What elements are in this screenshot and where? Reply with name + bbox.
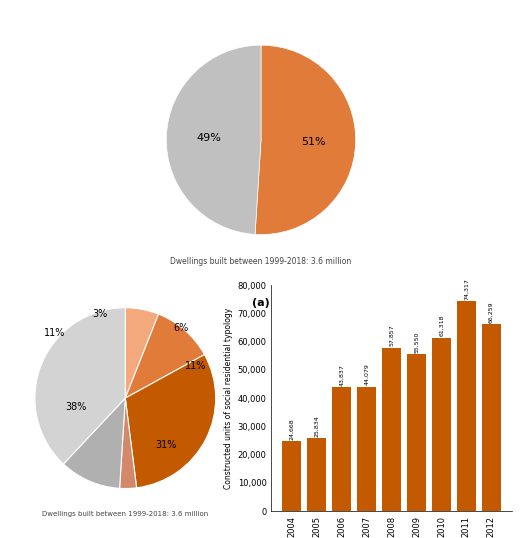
Wedge shape: [120, 398, 137, 489]
Wedge shape: [167, 45, 261, 235]
Text: (a): (a): [252, 298, 270, 308]
Bar: [482, 324, 501, 511]
Bar: [407, 354, 426, 511]
Wedge shape: [125, 308, 159, 398]
Text: 61,318: 61,318: [439, 315, 444, 336]
Bar: [457, 301, 476, 511]
Bar: [432, 338, 451, 511]
Wedge shape: [255, 45, 355, 235]
Text: 38%: 38%: [65, 402, 86, 412]
Text: 49%: 49%: [196, 133, 221, 143]
Text: 11%: 11%: [185, 362, 207, 371]
Text: 74,317: 74,317: [464, 278, 469, 300]
Bar: [357, 387, 376, 511]
Wedge shape: [125, 314, 205, 398]
Bar: [382, 348, 401, 511]
Wedge shape: [125, 355, 216, 488]
Text: 43,837: 43,837: [339, 364, 344, 386]
Text: 25,834: 25,834: [314, 415, 319, 437]
Text: 44,079: 44,079: [364, 363, 369, 385]
Text: 55,550: 55,550: [414, 331, 419, 353]
Bar: [307, 438, 326, 511]
Text: 6%: 6%: [174, 323, 189, 332]
Text: 57,857: 57,857: [389, 324, 394, 346]
Text: 11%: 11%: [44, 328, 65, 338]
Wedge shape: [35, 308, 125, 464]
Y-axis label: Constructed units of social residential typology: Constructed units of social residential …: [224, 308, 233, 489]
Text: 51%: 51%: [301, 137, 325, 146]
Wedge shape: [63, 398, 125, 489]
Text: 31%: 31%: [155, 440, 176, 450]
Text: 24,668: 24,668: [289, 419, 294, 440]
Bar: [332, 387, 351, 511]
Text: Dwellings built between 1999-2018: 3.6 million: Dwellings built between 1999-2018: 3.6 m…: [42, 511, 208, 517]
Text: Dwellings built between 1999-2018: 3.6 million: Dwellings built between 1999-2018: 3.6 m…: [170, 257, 352, 266]
Text: 3%: 3%: [92, 309, 108, 319]
Bar: [282, 441, 301, 511]
Text: 66,259: 66,259: [489, 301, 494, 323]
